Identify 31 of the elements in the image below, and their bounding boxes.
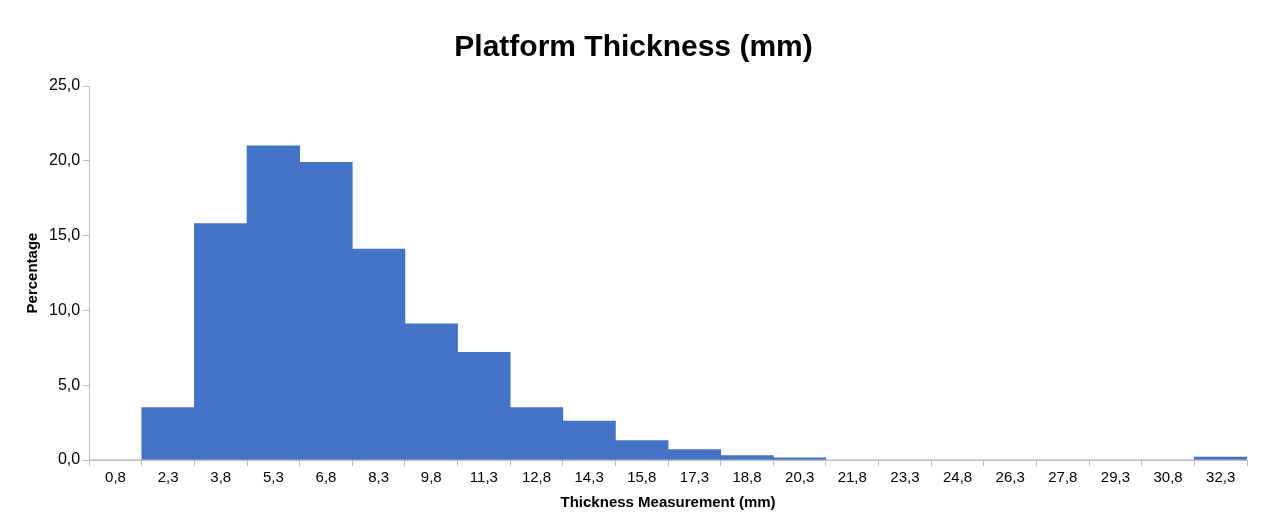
x-tick-label: 26,3 <box>995 468 1025 486</box>
x-tick-label: 6,8 <box>315 468 337 486</box>
x-tick-label: 32,3 <box>1206 468 1236 486</box>
x-tick-label: 20,3 <box>785 468 815 486</box>
y-tick-label: 25,0 <box>49 76 81 94</box>
x-tick-label: 11,3 <box>469 468 498 486</box>
y-tick-label: 10,0 <box>49 300 81 318</box>
y-tick-label: 0,0 <box>57 450 81 468</box>
x-tick-label: 18,8 <box>732 468 762 486</box>
x-tick-label: 30,8 <box>1153 468 1183 486</box>
y-tick-label: 15,0 <box>49 226 81 244</box>
x-tick-label: 8,3 <box>368 468 390 486</box>
x-tick-label: 14,3 <box>574 468 604 486</box>
x-tick-label: 3,8 <box>210 468 232 486</box>
x-tick-label: 12,8 <box>521 468 552 486</box>
x-tick-label: 29,3 <box>1100 468 1131 486</box>
x-tick-label: 27,8 <box>1048 468 1078 486</box>
x-tick-label: 2,3 <box>157 468 179 486</box>
x-tick-label: 17,3 <box>679 468 709 486</box>
x-tick-label: 15,8 <box>627 468 657 486</box>
x-tick-label: 5,3 <box>262 468 284 486</box>
chart-title: Platform Thickness (mm) <box>454 29 813 63</box>
y-axis-title: Percentage <box>23 232 41 314</box>
x-tick-label: 24,8 <box>942 468 973 486</box>
x-tick-label: 9,8 <box>420 468 442 486</box>
y-tick-label: 5,0 <box>57 375 81 393</box>
x-axis-title: Thickness Measurement (mm) <box>560 493 776 511</box>
y-tick-label: 20,0 <box>49 151 81 169</box>
x-tick-label: 23,3 <box>890 468 920 486</box>
x-tick-label: 21,8 <box>837 468 867 486</box>
x-tick-label: 0,8 <box>105 468 126 486</box>
